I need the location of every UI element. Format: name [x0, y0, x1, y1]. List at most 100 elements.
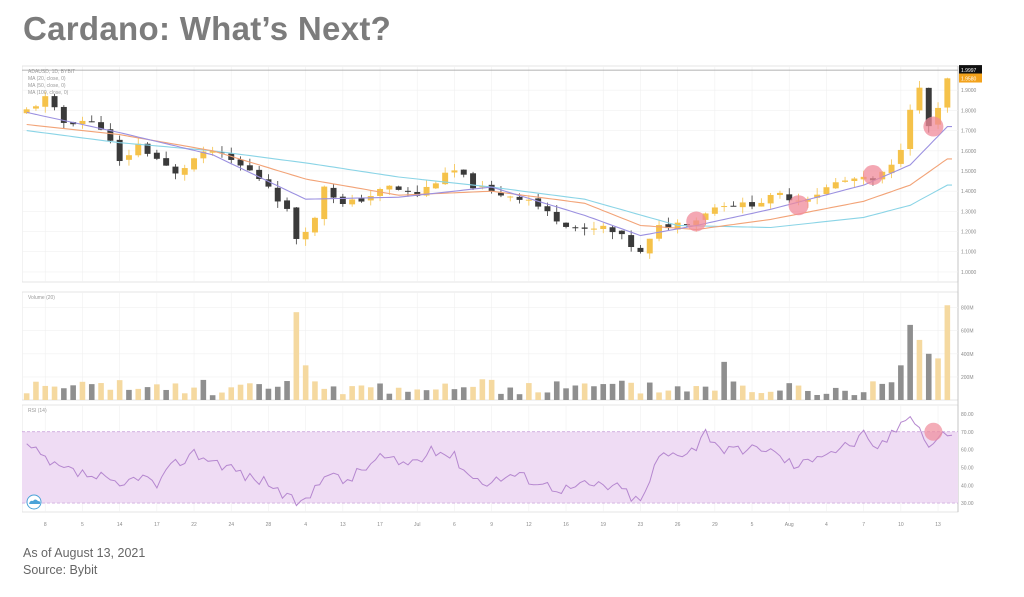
x-tick-label: 17 [377, 522, 383, 528]
volume-bar [181, 393, 188, 400]
volume-bar [479, 379, 486, 400]
source-note: Source: Bybit [23, 563, 98, 577]
volume-bar [935, 358, 941, 400]
candle-body [814, 194, 821, 198]
candle-body [711, 207, 718, 214]
volume-bar [88, 384, 95, 400]
volume-bar [786, 383, 793, 400]
volume-bar [191, 387, 197, 400]
candle-body [153, 152, 160, 159]
volume-bar [405, 391, 411, 400]
volume-bar [247, 383, 253, 400]
rsi-legend: RSI (14) [28, 408, 47, 414]
candle-body [525, 199, 532, 201]
highlight-circle [788, 195, 809, 216]
volume-bar [395, 387, 402, 400]
symbol-legend: ADAUSD, 1D, BYBIT [28, 69, 75, 75]
candle-body [256, 169, 263, 179]
candle-body [88, 121, 95, 123]
highlight-circle [862, 165, 883, 186]
candle-body [349, 199, 356, 205]
x-tick-label: 10 [898, 522, 904, 528]
candle-body [470, 173, 477, 189]
x-tick-label: 7 [862, 522, 865, 528]
x-tick-label: 13 [340, 522, 346, 528]
candle-body [23, 109, 30, 114]
page-title: Cardano: What’s Next? [23, 10, 392, 47]
volume-legend: Volume (20) [28, 295, 55, 301]
volume-bar [209, 395, 216, 400]
x-tick-label: 13 [935, 522, 941, 528]
highlight-circle [923, 116, 944, 137]
volume-bar [460, 387, 467, 400]
volume-bar [265, 388, 272, 400]
volume-bar [367, 387, 374, 400]
volume-bar [851, 395, 858, 400]
volume-bar [163, 389, 169, 400]
ma-legend: MA (100, close, 0) [28, 90, 69, 96]
candle-body [163, 158, 170, 166]
volume-tick-label: 200M [961, 375, 974, 381]
volume-bar [712, 390, 718, 400]
volume-bar [433, 389, 439, 400]
volume-bar [637, 393, 644, 400]
candle-body [907, 109, 914, 150]
y-tick-label: 1.8000 [961, 108, 977, 114]
cloud-icon-shape [29, 499, 41, 504]
volume-bar [646, 382, 653, 400]
volume-bar [944, 305, 951, 400]
candle-body [851, 178, 858, 182]
candle-body [553, 211, 560, 222]
candle-body [451, 170, 458, 173]
volume-bar [228, 387, 235, 400]
candle-body [637, 247, 644, 252]
x-tick-label: 4 [825, 522, 828, 528]
volume-bar [823, 393, 830, 400]
y-tick-label: 1.3000 [961, 209, 977, 215]
volume-bar [219, 392, 225, 400]
candle-body [786, 194, 793, 201]
candle-body [423, 186, 430, 196]
last-price-tag [959, 65, 982, 75]
candle-body [209, 150, 216, 153]
rsi-tick-label: 50.00 [961, 465, 974, 471]
volume-bar [916, 339, 923, 400]
candle-body [191, 158, 198, 170]
volume-bar [61, 388, 67, 400]
volume-bar [284, 381, 290, 400]
volume-bar [51, 386, 58, 400]
y-tick-label: 1.7000 [961, 129, 977, 135]
candle-body [749, 202, 756, 207]
candle-body [274, 187, 281, 202]
y-tick-label: 1.4000 [961, 189, 977, 195]
volume-bar [805, 390, 811, 400]
volume-bar [619, 380, 625, 400]
candle-body [739, 202, 746, 208]
candle-body [442, 172, 449, 185]
volume-bar [591, 386, 597, 400]
candle-body [944, 78, 951, 108]
candle-body [888, 164, 895, 174]
volume-bar [600, 384, 607, 400]
volume-bar [126, 389, 132, 400]
volume-bar [358, 385, 365, 400]
candle-body [721, 206, 728, 208]
candle-body [60, 106, 67, 123]
volume-bar [581, 383, 588, 400]
volume-bar [721, 361, 727, 400]
volume-bar [256, 384, 262, 400]
volume-bar [628, 382, 634, 400]
candle-body [237, 159, 244, 166]
rsi-tick-label: 40.00 [961, 483, 974, 489]
volume-bar [907, 324, 913, 400]
volume-bar [451, 389, 458, 400]
candle-body [135, 143, 142, 156]
candle-body [646, 238, 653, 254]
y-tick-label: 1.9000 [961, 88, 977, 94]
volume-bar [237, 384, 244, 400]
candle-body [404, 190, 411, 192]
volume-bar [535, 392, 541, 400]
volume-bar [377, 383, 383, 400]
volume-bar [684, 391, 690, 400]
volume-bar [553, 381, 560, 400]
